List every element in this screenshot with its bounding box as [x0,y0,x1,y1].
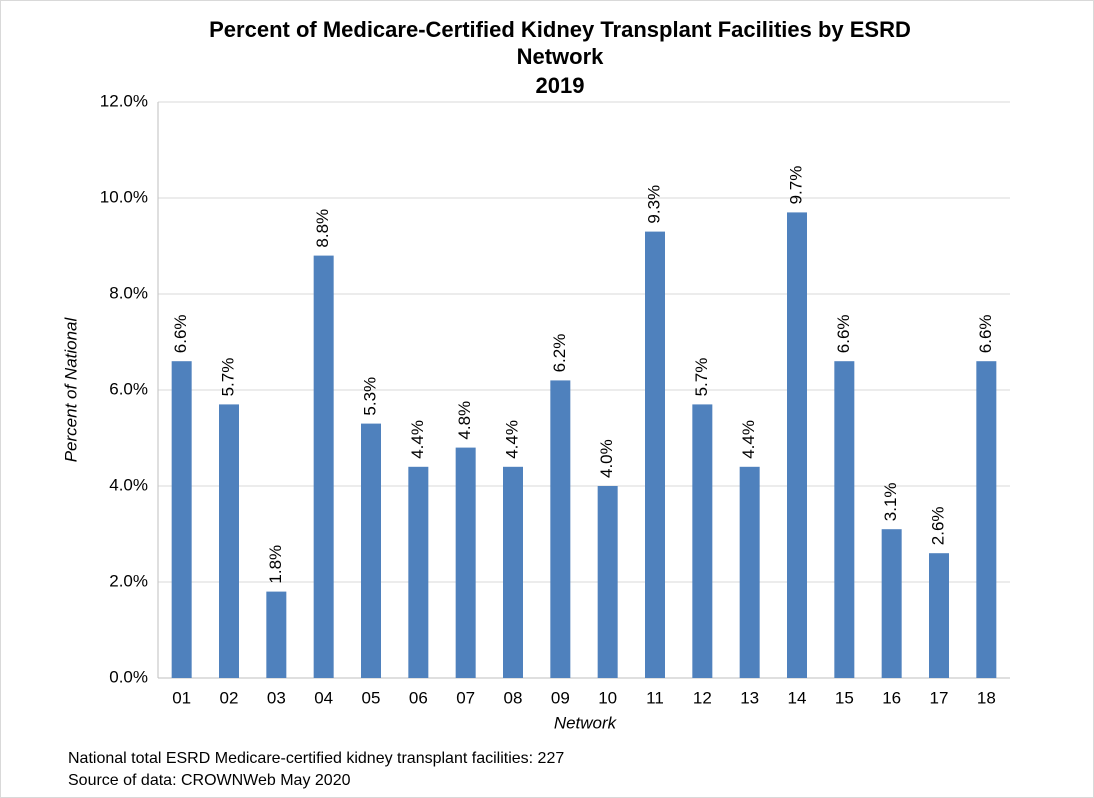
bar [929,553,949,678]
data-label: 1.8% [266,545,285,584]
bar [361,423,381,678]
bar [266,591,287,678]
footnote: National total ESRD Medicare-certified k… [68,750,565,767]
x-tick-label: 05 [362,688,381,707]
data-label: 9.3% [644,185,663,224]
data-label: 4.4% [408,420,427,459]
data-label: 8.8% [313,209,332,248]
x-tick-label: 17 [930,688,949,707]
bar [692,404,713,678]
bar [976,361,997,678]
x-tick-label: 07 [456,688,475,707]
data-label: 6.6% [171,314,190,353]
data-label: 4.4% [502,420,521,459]
bar [597,486,618,678]
x-tick-label: 02 [220,688,239,707]
y-tick-label: 2.0% [109,571,148,590]
data-label: 6.6% [834,314,853,353]
bar [739,466,760,678]
x-tick-label: 01 [172,688,191,707]
footnote: Source of data: CROWNWeb May 2020 [68,772,351,789]
x-tick-label: 04 [314,688,333,707]
data-label: 4.0% [597,439,616,478]
y-axis-label: Percent of National [61,316,80,462]
x-tick-label: 16 [882,688,901,707]
bar [550,380,571,678]
data-label: 6.2% [550,334,569,373]
data-label: 4.8% [455,401,474,440]
data-label: 4.4% [739,420,758,459]
x-axis-label: Network [554,713,618,732]
y-tick-label: 12.0% [100,91,148,110]
bar [313,255,334,678]
bar [881,529,902,678]
chart-title: Percent of Medicare-Certified Kidney Tra… [209,17,911,69]
data-label: 3.1% [881,482,900,521]
bar [834,361,855,678]
data-label: 5.7% [692,358,711,397]
x-tick-label: 15 [835,688,854,707]
data-label: 5.7% [218,358,237,397]
y-tick-label: 4.0% [109,475,148,494]
x-tick-label: 03 [267,688,286,707]
bar [787,212,807,678]
chart-subtitle: 2019 [535,73,585,98]
data-label: 2.6% [928,506,947,545]
y-tick-label: 10.0% [100,187,148,206]
bar [503,466,523,678]
data-label: 5.3% [360,377,379,416]
bar [645,231,665,678]
x-tick-label: 11 [646,688,664,707]
x-tick-label: 13 [740,688,759,707]
bar [408,466,429,678]
y-tick-label: 6.0% [109,379,148,398]
x-tick-label: 18 [977,688,996,707]
data-label: 9.7% [786,166,805,205]
bar [455,447,476,678]
x-tick-label: 10 [598,688,617,707]
y-tick-label: 0.0% [109,667,148,686]
x-tick-label: 06 [409,688,428,707]
x-tick-label: 08 [504,688,523,707]
data-label: 6.6% [976,314,995,353]
x-tick-label: 12 [693,688,712,707]
y-tick-label: 8.0% [109,283,148,302]
bar [171,361,192,678]
x-tick-label: 09 [551,688,570,707]
bar [219,404,239,678]
x-tick-label: 14 [788,688,807,707]
